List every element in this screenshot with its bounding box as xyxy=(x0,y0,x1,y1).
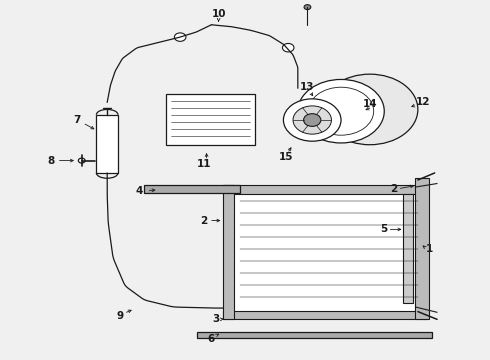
Text: 4: 4 xyxy=(136,186,143,195)
Text: 1: 1 xyxy=(426,244,434,254)
Text: 3: 3 xyxy=(213,314,220,324)
Text: 5: 5 xyxy=(381,224,388,234)
Bar xyxy=(197,332,432,338)
Circle shape xyxy=(293,106,331,134)
Bar xyxy=(403,194,413,303)
Bar xyxy=(166,94,255,145)
Text: 12: 12 xyxy=(416,98,430,107)
Circle shape xyxy=(304,114,321,126)
Circle shape xyxy=(298,80,384,143)
Bar xyxy=(223,185,427,194)
Text: 7: 7 xyxy=(73,115,81,125)
Text: 14: 14 xyxy=(363,99,377,109)
Text: 2: 2 xyxy=(390,184,397,194)
Circle shape xyxy=(304,5,311,10)
Bar xyxy=(416,178,429,319)
Text: 2: 2 xyxy=(200,216,208,226)
Text: 11: 11 xyxy=(197,159,211,169)
Bar xyxy=(144,185,240,193)
Bar xyxy=(223,185,234,319)
Circle shape xyxy=(174,33,186,41)
Text: 8: 8 xyxy=(47,156,54,166)
Circle shape xyxy=(78,158,85,163)
Circle shape xyxy=(308,87,374,135)
Circle shape xyxy=(282,44,294,52)
Text: 13: 13 xyxy=(300,81,315,91)
Text: 9: 9 xyxy=(117,311,123,321)
Bar xyxy=(96,115,118,173)
Text: 6: 6 xyxy=(208,334,215,344)
Circle shape xyxy=(283,99,341,141)
Circle shape xyxy=(322,74,418,145)
Text: 15: 15 xyxy=(279,152,293,162)
Text: 10: 10 xyxy=(211,9,226,19)
Bar xyxy=(231,192,423,312)
Bar xyxy=(223,311,427,319)
